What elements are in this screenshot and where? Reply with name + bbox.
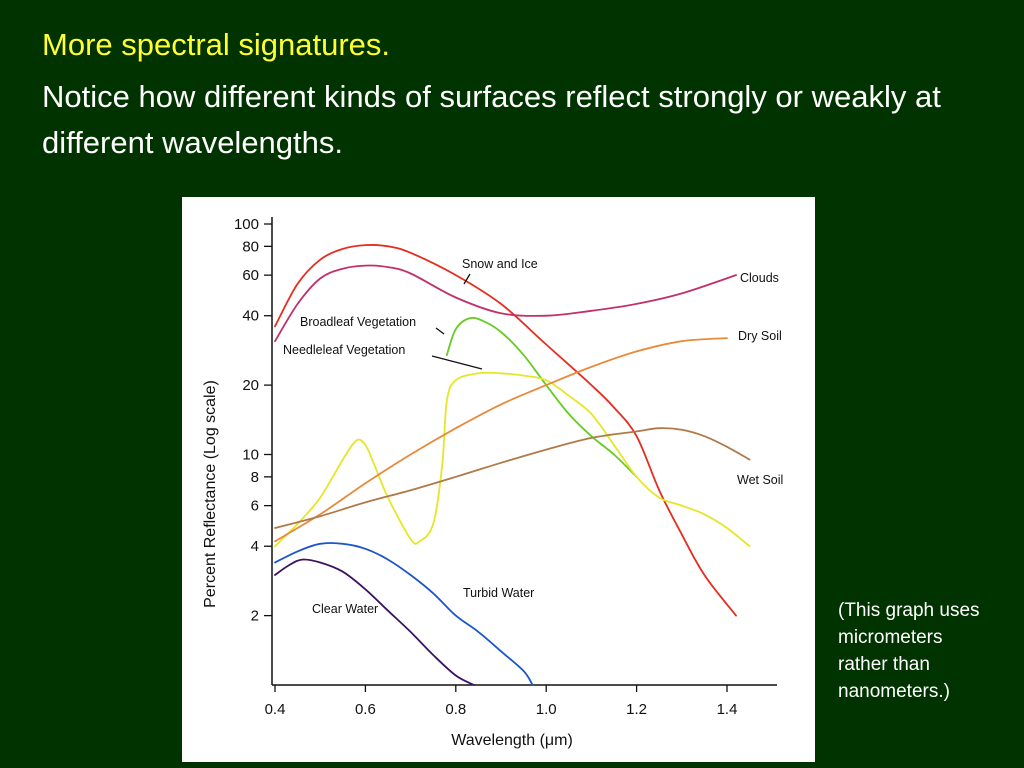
x-tick-label: 0.6	[355, 701, 376, 718]
y-tick-label: 20	[242, 377, 259, 394]
chart-panel: 0.4 0.6 0.8 1.0 1.2 1.4 2 4 6 8 10 20 40 60 80 100 Snow…	[182, 197, 815, 762]
page-subtitle: Notice how different kinds of surfaces r…	[42, 79, 941, 160]
y-tick-label: 40	[242, 308, 259, 325]
series-label-wet-soil: Wet Soil	[737, 473, 783, 487]
y-axis-title: Percent Reflectance (Log scale)	[202, 380, 219, 608]
y-tick-label: 6	[251, 498, 259, 515]
series-line-clouds	[274, 264, 737, 343]
series-label-dry-soil: Dry Soil	[738, 329, 782, 343]
y-tick-label: 8	[251, 469, 259, 486]
y-tick-label: 4	[251, 538, 259, 555]
series-label-clear-water: Clear Water	[312, 602, 378, 616]
series-line-clear-water	[274, 558, 475, 686]
label-leader-line	[463, 273, 471, 285]
label-leader-line	[435, 327, 445, 335]
series-label-needleleaf-vegetation: Needleleaf Vegetation	[283, 343, 405, 357]
x-tick-label: 1.0	[536, 701, 557, 718]
axes: 0.4 0.6 0.8 1.0 1.2 1.4 2 4 6 8 10 20 40 60 80 100	[234, 216, 777, 718]
y-tick-label: 60	[242, 267, 259, 284]
y-tick-label: 80	[242, 238, 259, 255]
x-tick-label: 1.4	[717, 701, 738, 718]
x-tick-label: 0.8	[445, 701, 466, 718]
x-tick-label: 1.2	[626, 701, 647, 718]
series-label-clouds: Clouds	[740, 271, 779, 285]
series-label-broadleaf-vegetation: Broadleaf Vegetation	[300, 315, 416, 329]
series-line-dry-soil	[274, 337, 728, 543]
series-line-broadleaf-vegetation	[445, 316, 638, 478]
y-tick-label: 10	[242, 447, 259, 464]
series-label-snow-and-ice: Snow and Ice	[462, 257, 538, 271]
x-axis-title: Wavelength (μm)	[451, 732, 573, 749]
series-line-turbid-water	[274, 542, 534, 686]
series-label-turbid-water: Turbid Water	[463, 586, 534, 600]
y-tick-label: 100	[234, 216, 259, 233]
x-tick-label: 0.4	[265, 701, 286, 718]
y-tick-label: 2	[251, 608, 259, 625]
page-title: More spectral signatures.	[42, 27, 391, 62]
series-labels: Snow and Ice Clouds Broadleaf Vegetation Ne…	[283, 257, 783, 616]
series-line-needleleaf-vegetation	[274, 371, 751, 548]
reflectance-chart: 0.4 0.6 0.8 1.0 1.2 1.4 2 4 6 8 10 20 40 60 80 100 Snow…	[202, 216, 783, 749]
units-note: (This graph uses micrometers rather than…	[838, 600, 980, 702]
series-line-wet-soil	[274, 427, 751, 529]
series-lines	[274, 244, 751, 686]
label-leader-line	[431, 355, 483, 370]
series-line-snow-and-ice	[274, 244, 737, 617]
